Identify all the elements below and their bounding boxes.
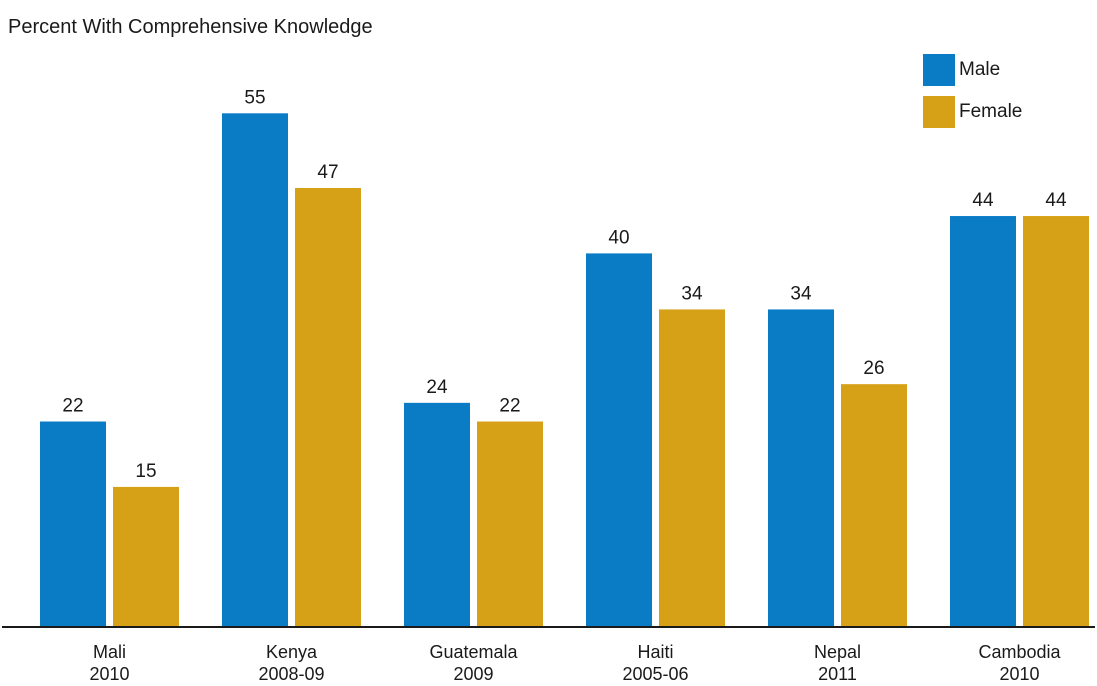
legend-swatch-female [923,96,955,128]
bar-female-kenya [295,188,361,627]
x-tick-year-nepal: 2011 [818,664,857,684]
legend-label-female: Female [959,101,1023,122]
x-tick-label-kenya: Kenya [266,642,318,662]
chart-title: Percent With Comprehensive Knowledge [8,16,373,38]
x-tick-year-mali: 2010 [89,664,129,684]
legend: Male Female [923,54,1022,138]
data-label-female-nepal: 26 [863,358,884,379]
x-tick-label-cambodia: Cambodia [978,642,1061,662]
data-label-female-cambodia: 44 [1045,190,1067,211]
x-tick-year-cambodia: 2010 [999,664,1039,684]
x-tick-year-guatemala: 2009 [453,664,493,684]
data-label-male-guatemala: 24 [426,377,448,398]
data-label-female-mali: 15 [135,461,156,482]
legend-swatch-male [923,54,955,86]
data-label-male-haiti: 40 [608,227,629,248]
bar-male-mali [40,421,106,627]
x-tick-year-haiti: 2005-06 [622,664,688,684]
legend-item-male: Male [923,54,1022,86]
data-label-female-guatemala: 22 [499,396,520,417]
bar-female-nepal [841,384,907,627]
x-tick-label-nepal: Nepal [814,642,861,662]
data-label-female-haiti: 34 [681,283,703,304]
bar-female-haiti [659,309,725,627]
bar-male-nepal [768,309,834,627]
data-label-male-cambodia: 44 [972,190,994,211]
legend-label-male: Male [959,59,1001,80]
legend-item-female: Female [923,96,1022,128]
bar-male-cambodia [950,216,1016,628]
bar-male-kenya [222,113,288,628]
bar-female-cambodia [1023,216,1089,628]
x-tick-label-guatemala: Guatemala [429,642,518,662]
data-label-male-mali: 22 [62,396,83,417]
bar-female-mali [113,486,179,627]
bar-male-haiti [586,253,652,627]
data-label-male-kenya: 55 [244,87,265,108]
bar-female-guatemala [477,421,543,627]
x-tick-label-haiti: Haiti [637,642,673,662]
data-label-female-kenya: 47 [317,162,338,183]
x-tick-year-kenya: 2008-09 [258,664,324,684]
x-tick-label-mali: Mali [93,642,126,662]
data-label-male-nepal: 34 [790,283,812,304]
bar-male-guatemala [404,402,470,627]
